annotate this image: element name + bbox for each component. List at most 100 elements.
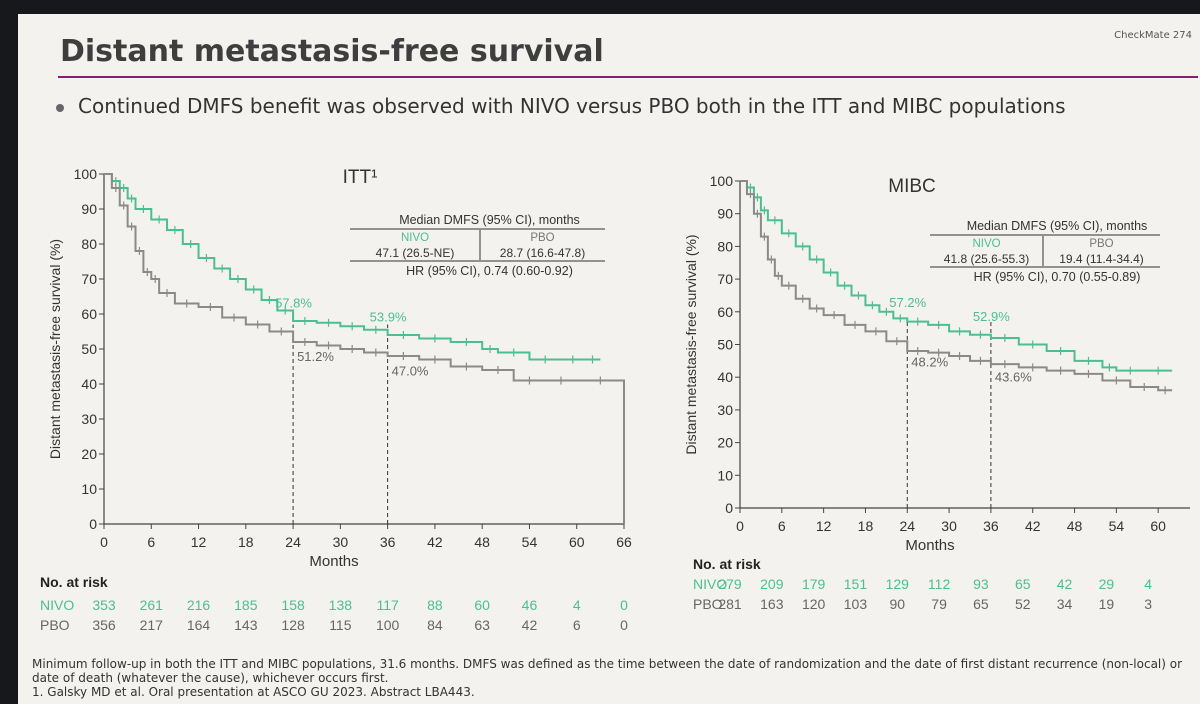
itt-y-tick-label: 60 [81,306,97,322]
itt-table-header: Median DMFS (95% CI), months [399,213,580,227]
mibc-x-tick-label: 60 [1150,518,1166,534]
footnote-line-1: Minimum follow-up in both the ITT and MI… [32,657,1183,671]
itt-at-risk-nivo-value: 216 [187,597,211,613]
itt-y-tick-label: 0 [89,516,97,532]
itt-at-risk-pbo-value: 217 [140,617,164,633]
mibc-y-tick-label: 0 [725,500,733,516]
itt-table-col-pbo: PBO [530,232,554,244]
itt-at-risk-nivo-value: 158 [281,597,305,613]
mibc-at-risk-pbo-value: 103 [844,596,868,612]
itt-at-risk-nivo-value: 0 [620,597,628,613]
itt-at-risk-arm-nivo: NIVO [40,597,74,613]
mibc-at-risk-nivo-value: 129 [886,576,910,592]
itt-at-risk-nivo-value: 261 [140,597,164,613]
mibc-at-risk-pbo-value: 52 [1015,596,1031,612]
mibc-at-risk-nivo-value: 93 [973,576,989,592]
mibc-x-tick-label: 12 [816,518,832,534]
mibc-at-risk-nivo-value: 29 [1099,576,1115,592]
mibc-landmark-nivo-label: 57.2% [889,295,926,310]
slide-title: Distant metastasis-free survival [60,34,604,69]
slide: CheckMate 274 Distant metastasis-free su… [18,14,1200,704]
mibc-at-risk-pbo-value: 3 [1144,596,1152,612]
itt-y-tick-label: 20 [81,446,97,462]
itt-series-pbo [104,173,625,524]
mibc-at-risk-label: No. at risk [693,556,761,572]
itt-chart-title: ITT¹ [343,167,378,188]
mibc-at-risk-pbo-value: 90 [889,596,905,612]
itt-landmark-nivo-label: 57.8% [275,296,312,311]
itt-at-risk-pbo-value: 115 [329,617,352,633]
itt-landmark-pbo-label: 51.2% [297,349,334,364]
mibc-table-hr: HR (95% CI), 0.70 (0.55-0.89) [974,270,1141,284]
itt-x-tick-label: 24 [285,534,301,550]
itt-table-val-pbo: 28.7 (16.6-47.8) [500,246,585,260]
itt-at-risk-pbo-value: 0 [620,617,628,633]
itt-at-risk-nivo-value: 138 [329,597,353,613]
mibc-x-tick-label: 54 [1109,518,1125,534]
itt-at-risk-pbo-value: 84 [427,617,443,633]
mibc-at-risk-nivo-value: 112 [928,576,951,592]
itt-at-risk-nivo-value: 46 [522,597,538,613]
mibc-at-risk-pbo-value: 19 [1099,596,1115,612]
itt-at-risk-pbo-value: 100 [376,617,400,633]
itt-x-tick-label: 48 [474,534,490,550]
mibc-x-axis-label: Months [905,537,954,554]
mibc-x-tick-label: 18 [858,518,874,534]
mibc-y-tick-label: 80 [717,238,733,254]
mibc-landmark-nivo-label: 52.9% [973,309,1010,324]
mibc-at-risk-nivo-value: 4 [1144,576,1152,592]
itt-x-tick-label: 0 [100,534,108,550]
brand-label: CheckMate 274 [1114,30,1192,41]
itt-at-risk-nivo-value: 353 [92,597,116,613]
itt-at-risk-label: No. at risk [40,574,108,590]
mibc-y-tick-label: 30 [717,402,733,418]
itt-y-tick-label: 100 [74,166,98,182]
mibc-at-risk-nivo-value: 209 [760,576,784,592]
mibc-at-risk-nivo-value: 179 [802,576,826,592]
bullet-point: Continued DMFS benefit was observed with… [56,94,1066,118]
footnote-line-2: date of death (whatever the cause), whic… [32,671,389,685]
mibc-at-risk-nivo-value: 151 [844,576,868,592]
mibc-x-tick-label: 24 [899,518,915,534]
mibc-x-tick-label: 36 [983,518,999,534]
itt-at-risk-pbo-value: 42 [522,617,538,633]
mibc-x-tick-label: 6 [778,518,786,534]
itt-y-tick-label: 30 [81,411,97,427]
itt-x-tick-label: 30 [333,534,349,550]
mibc-landmark-pbo-label: 43.6% [995,369,1032,384]
itt-table-hr: HR (95% CI), 0.74 (0.60-0.92) [406,264,573,278]
itt-x-tick-label: 60 [569,534,585,550]
mibc-chart-title: MIBC [888,176,936,197]
itt-x-tick-label: 36 [380,534,396,550]
mibc-at-risk-nivo-value: 279 [718,576,742,592]
mibc-y-tick-label: 90 [717,206,733,222]
itt-landmark-pbo-label: 47.0% [392,364,429,379]
mibc-at-risk-pbo-value: 79 [931,596,947,612]
itt-at-risk-nivo-value: 88 [427,597,443,613]
itt-x-tick-label: 42 [427,534,443,550]
mibc-at-risk-pbo-value: 65 [973,596,989,612]
mibc-y-axis-label: Distant metastasis-free survival (%) [683,234,699,454]
mibc-at-risk-pbo-value: 281 [718,596,742,612]
itt-at-risk-nivo-value: 60 [474,597,490,613]
mibc-y-tick-label: 50 [717,337,733,353]
title-divider [58,76,1198,78]
mibc-table-val-pbo: 19.4 (11.4-34.4) [1059,252,1144,266]
bullet-dot-icon [56,103,64,112]
itt-at-risk-pbo-value: 63 [474,617,490,633]
itt-at-risk-arm-pbo: PBO [40,617,70,633]
itt-y-tick-label: 40 [81,376,97,392]
itt-y-tick-label: 70 [81,271,97,287]
mibc-at-risk-nivo-value: 42 [1057,576,1073,592]
mibc-at-risk-pbo-value: 163 [760,596,784,612]
mibc-table-col-pbo: PBO [1089,238,1113,250]
mibc-series-nivo [740,180,1173,372]
mibc-at-risk-pbo-value: 34 [1057,596,1073,612]
itt-x-tick-label: 6 [147,534,155,550]
itt-x-axis-label: Months [309,553,358,570]
itt-x-tick-label: 54 [522,534,538,550]
itt-x-tick-label: 12 [191,534,207,550]
mibc-table-val-nivo: 41.8 (25.6-55.3) [944,252,1029,266]
itt-at-risk-nivo-value: 185 [234,597,258,613]
